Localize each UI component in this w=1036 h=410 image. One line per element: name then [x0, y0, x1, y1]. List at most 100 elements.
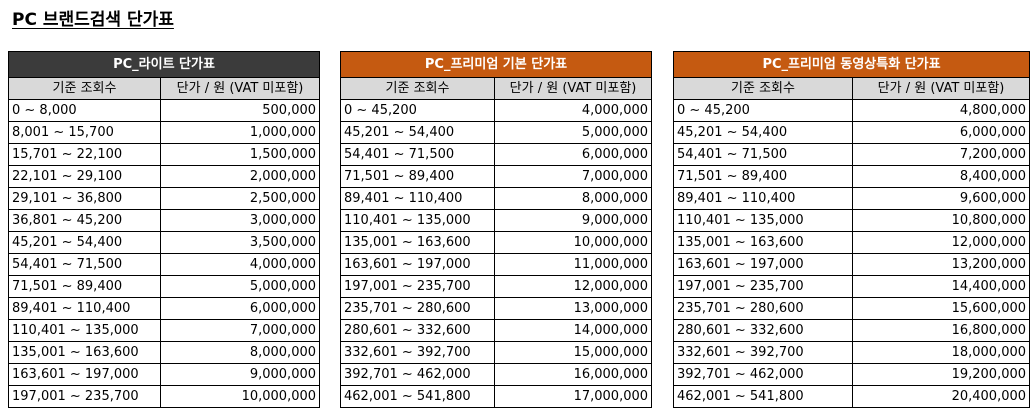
range-cell: 71,501 ~ 89,400: [340, 165, 495, 188]
range-cell: 89,401 ~ 110,400: [340, 187, 495, 210]
range-cell: 392,701 ~ 462,000: [673, 363, 853, 386]
table-row: 332,601 ~ 392,700 15,000,000: [340, 341, 653, 364]
range-cell: 280,601 ~ 332,600: [673, 319, 853, 342]
table-row: 110,401 ~ 135,000 7,000,000: [8, 319, 321, 342]
range-cell: 45,201 ~ 54,400: [340, 121, 495, 144]
table-row: 71,501 ~ 89,400 5,000,000: [8, 275, 321, 298]
table-row: 462,001 ~ 541,800 17,000,000: [340, 385, 653, 408]
table-row: 89,401 ~ 110,400 8,000,000: [340, 187, 653, 210]
column-header-range: 기준 조회수: [340, 77, 495, 100]
price-cell: 1,000,000: [159, 121, 321, 144]
table-row: 36,801 ~ 45,200 3,000,000: [8, 209, 321, 232]
price-cell: 10,000,000: [159, 385, 321, 408]
range-cell: 163,601 ~ 197,000: [673, 253, 853, 276]
column-header-price: 단가 / 원 (VAT 미포함): [851, 77, 1031, 100]
table-row: 163,601 ~ 197,000 11,000,000: [340, 253, 653, 276]
table-row: 110,401 ~ 135,000 9,000,000: [340, 209, 653, 232]
range-cell: 45,201 ~ 54,400: [8, 231, 161, 254]
price-cell: 10,800,000: [851, 209, 1031, 232]
price-cell: 8,000,000: [159, 341, 321, 364]
range-cell: 54,401 ~ 71,500: [673, 143, 853, 166]
range-cell: 110,401 ~ 135,000: [8, 319, 161, 342]
price-cell: 9,000,000: [493, 209, 653, 232]
table-row: 163,601 ~ 197,000 13,200,000: [673, 253, 1031, 276]
table-row: 54,401 ~ 71,500 7,200,000: [673, 143, 1031, 166]
range-cell: 0 ~ 45,200: [673, 99, 853, 122]
table-row: 235,701 ~ 280,600 15,600,000: [673, 297, 1031, 320]
range-cell: 163,601 ~ 197,000: [340, 253, 495, 276]
range-cell: 8,001 ~ 15,700: [8, 121, 161, 144]
table-row: 71,501 ~ 89,400 8,400,000: [673, 165, 1031, 188]
range-cell: 0 ~ 8,000: [8, 99, 161, 122]
price-cell: 10,000,000: [493, 231, 653, 254]
range-cell: 332,601 ~ 392,700: [340, 341, 495, 364]
range-cell: 110,401 ~ 135,000: [673, 209, 853, 232]
range-cell: 71,501 ~ 89,400: [8, 275, 161, 298]
table-row: 197,001 ~ 235,700 10,000,000: [8, 385, 321, 408]
range-cell: 235,701 ~ 280,600: [673, 297, 853, 320]
table-row: 392,701 ~ 462,000 19,200,000: [673, 363, 1031, 386]
price-cell: 3,500,000: [159, 231, 321, 254]
range-cell: 110,401 ~ 135,000: [340, 209, 495, 232]
column-header-range: 기준 조회수: [8, 77, 161, 100]
table-row: 22,101 ~ 29,100 2,000,000: [8, 165, 321, 188]
range-cell: 332,601 ~ 392,700: [673, 341, 853, 364]
price-cell: 4,000,000: [493, 99, 653, 122]
range-cell: 22,101 ~ 29,100: [8, 165, 161, 188]
table-row: 332,601 ~ 392,700 18,000,000: [673, 341, 1031, 364]
price-cell: 5,000,000: [493, 121, 653, 144]
table-row: 197,001 ~ 235,700 12,000,000: [340, 275, 653, 298]
range-cell: 197,001 ~ 235,700: [673, 275, 853, 298]
price-cell: 15,600,000: [851, 297, 1031, 320]
table-body: 0 ~ 8,000 500,000 8,001 ~ 15,700 1,000,000 1…: [8, 99, 321, 408]
range-cell: 36,801 ~ 45,200: [8, 209, 161, 232]
price-cell: 6,000,000: [493, 143, 653, 166]
table-row: 110,401 ~ 135,000 10,800,000: [673, 209, 1031, 232]
table-row: 197,001 ~ 235,700 14,400,000: [673, 275, 1031, 298]
table-row: 163,601 ~ 197,000 9,000,000: [8, 363, 321, 386]
price-cell: 13,000,000: [493, 297, 653, 320]
price-cell: 1,500,000: [159, 143, 321, 166]
table-row: 0 ~ 45,200 4,800,000: [673, 99, 1031, 122]
price-cell: 17,000,000: [493, 385, 653, 408]
table-row: 54,401 ~ 71,500 4,000,000: [8, 253, 321, 276]
range-cell: 29,101 ~ 36,800: [8, 187, 161, 210]
table-row: 45,201 ~ 54,400 3,500,000: [8, 231, 321, 254]
range-cell: 280,601 ~ 332,600: [340, 319, 495, 342]
range-cell: 15,701 ~ 22,100: [8, 143, 161, 166]
table-body: 0 ~ 45,200 4,800,000 45,201 ~ 54,400 6,000,…: [673, 99, 1031, 408]
column-header-price: 단가 / 원 (VAT 미포함): [493, 77, 653, 100]
table-row: 462,001 ~ 541,800 20,400,000: [673, 385, 1031, 408]
range-cell: 89,401 ~ 110,400: [8, 297, 161, 320]
column-header-range: 기준 조회수: [673, 77, 853, 100]
price-cell: 13,200,000: [851, 253, 1031, 276]
price-cell: 4,000,000: [159, 253, 321, 276]
price-cell: 8,000,000: [493, 187, 653, 210]
range-cell: 392,701 ~ 462,000: [340, 363, 495, 386]
price-cell: 15,000,000: [493, 341, 653, 364]
price-cell: 12,000,000: [493, 275, 653, 298]
table-header: PC_프리미엄 기본 단가표: [339, 51, 653, 78]
price-cell: 7,200,000: [851, 143, 1031, 166]
range-cell: 45,201 ~ 54,400: [673, 121, 853, 144]
table-row: 135,001 ~ 163,600 8,000,000: [8, 341, 321, 364]
table-row: 29,101 ~ 36,800 2,500,000: [8, 187, 321, 210]
range-cell: 0 ~ 45,200: [340, 99, 495, 122]
range-cell: 462,001 ~ 541,800: [673, 385, 853, 408]
range-cell: 163,601 ~ 197,000: [8, 363, 161, 386]
range-cell: 54,401 ~ 71,500: [340, 143, 495, 166]
range-cell: 135,001 ~ 163,600: [673, 231, 853, 254]
table-body: 0 ~ 45,200 4,000,000 45,201 ~ 54,400 5,000,…: [340, 99, 653, 408]
table-row: 54,401 ~ 71,500 6,000,000: [340, 143, 653, 166]
price-cell: 4,800,000: [851, 99, 1031, 122]
table-row: 89,401 ~ 110,400 6,000,000: [8, 297, 321, 320]
price-cell: 14,000,000: [493, 319, 653, 342]
range-cell: 71,501 ~ 89,400: [673, 165, 853, 188]
price-cell: 3,000,000: [159, 209, 321, 232]
price-cell: 6,000,000: [851, 121, 1031, 144]
premium-video-price-table: PC_프리미엄 동영상특화 단가표 기준 조회수 단가 / 원 (VAT 미포함…: [672, 51, 1031, 408]
range-cell: 54,401 ~ 71,500: [8, 253, 161, 276]
premium-basic-price-table: PC_프리미엄 기본 단가표 기준 조회수 단가 / 원 (VAT 미포함) 0…: [339, 51, 653, 408]
price-cell: 6,000,000: [159, 297, 321, 320]
range-cell: 235,701 ~ 280,600: [340, 297, 495, 320]
